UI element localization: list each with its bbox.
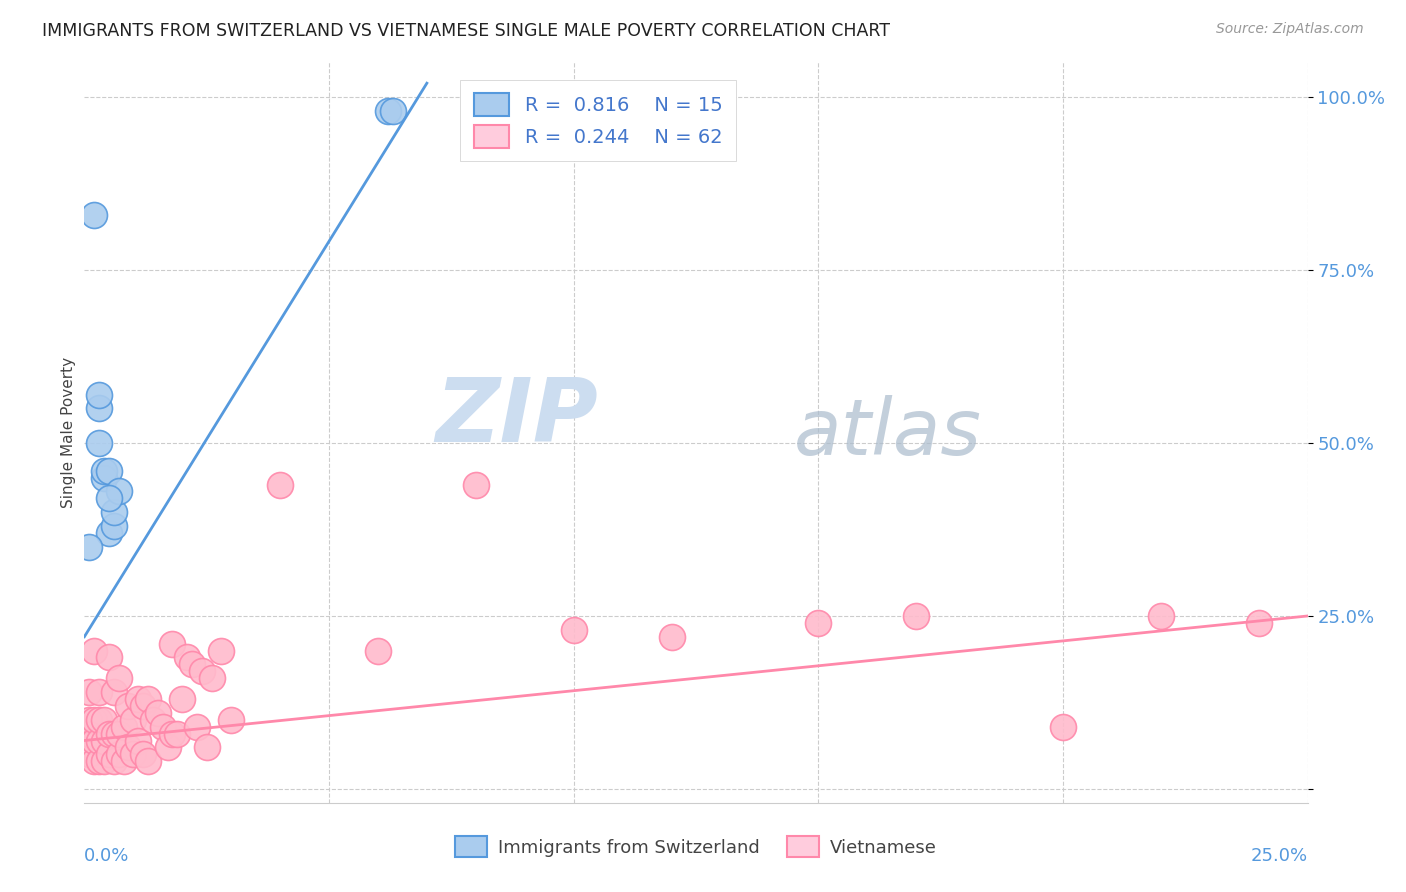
Point bbox=[103, 754, 125, 768]
Point bbox=[117, 740, 139, 755]
Point bbox=[103, 726, 125, 740]
Point bbox=[93, 733, 115, 747]
Text: 25.0%: 25.0% bbox=[1250, 847, 1308, 865]
Point bbox=[93, 754, 115, 768]
Point bbox=[219, 713, 242, 727]
Point bbox=[905, 609, 928, 624]
Point bbox=[122, 713, 145, 727]
Point bbox=[77, 685, 100, 699]
Legend: Immigrants from Switzerland, Vietnamese: Immigrants from Switzerland, Vietnamese bbox=[444, 825, 948, 868]
Point bbox=[146, 706, 169, 720]
Point bbox=[136, 692, 159, 706]
Text: Source: ZipAtlas.com: Source: ZipAtlas.com bbox=[1216, 22, 1364, 37]
Point bbox=[186, 720, 208, 734]
Point bbox=[83, 713, 105, 727]
Point bbox=[661, 630, 683, 644]
Point bbox=[103, 505, 125, 519]
Point bbox=[209, 643, 232, 657]
Point bbox=[122, 747, 145, 762]
Point bbox=[83, 733, 105, 747]
Point bbox=[87, 387, 110, 401]
Point bbox=[132, 698, 155, 713]
Point bbox=[136, 754, 159, 768]
Point bbox=[87, 436, 110, 450]
Point bbox=[117, 698, 139, 713]
Point bbox=[127, 733, 149, 747]
Point bbox=[93, 464, 115, 478]
Text: IMMIGRANTS FROM SWITZERLAND VS VIETNAMESE SINGLE MALE POVERTY CORRELATION CHART: IMMIGRANTS FROM SWITZERLAND VS VIETNAMES… bbox=[42, 22, 890, 40]
Point bbox=[162, 726, 184, 740]
Point bbox=[464, 477, 486, 491]
Point bbox=[195, 740, 218, 755]
Point bbox=[77, 726, 100, 740]
Point bbox=[172, 692, 194, 706]
Point bbox=[103, 519, 125, 533]
Point bbox=[97, 464, 120, 478]
Point bbox=[1247, 615, 1270, 630]
Point bbox=[132, 747, 155, 762]
Point bbox=[807, 615, 830, 630]
Point bbox=[176, 650, 198, 665]
Point bbox=[107, 747, 129, 762]
Point bbox=[367, 643, 389, 657]
Point bbox=[1052, 720, 1074, 734]
Point bbox=[127, 692, 149, 706]
Point bbox=[97, 650, 120, 665]
Point bbox=[93, 470, 115, 484]
Point bbox=[87, 401, 110, 416]
Point bbox=[156, 740, 179, 755]
Point bbox=[87, 713, 110, 727]
Y-axis label: Single Male Poverty: Single Male Poverty bbox=[60, 357, 76, 508]
Point bbox=[107, 726, 129, 740]
Point bbox=[77, 713, 100, 727]
Point bbox=[97, 525, 120, 540]
Point bbox=[77, 747, 100, 762]
Point bbox=[107, 484, 129, 499]
Point bbox=[83, 643, 105, 657]
Point bbox=[142, 713, 165, 727]
Point bbox=[107, 671, 129, 685]
Point bbox=[200, 671, 222, 685]
Point bbox=[381, 103, 404, 118]
Point bbox=[191, 665, 214, 679]
Point bbox=[87, 733, 110, 747]
Point bbox=[1150, 609, 1173, 624]
Point bbox=[97, 491, 120, 506]
Point bbox=[93, 713, 115, 727]
Point bbox=[87, 685, 110, 699]
Point bbox=[162, 637, 184, 651]
Point bbox=[269, 477, 291, 491]
Text: ZIP: ZIP bbox=[436, 375, 598, 461]
Point bbox=[103, 685, 125, 699]
Text: 0.0%: 0.0% bbox=[84, 847, 129, 865]
Point bbox=[83, 754, 105, 768]
Point bbox=[181, 657, 204, 672]
Point bbox=[87, 754, 110, 768]
Point bbox=[166, 726, 188, 740]
Point bbox=[377, 103, 399, 118]
Point bbox=[97, 726, 120, 740]
Point bbox=[562, 623, 585, 637]
Point bbox=[83, 208, 105, 222]
Point bbox=[152, 720, 174, 734]
Point bbox=[112, 720, 135, 734]
Point bbox=[77, 540, 100, 554]
Text: atlas: atlas bbox=[794, 394, 981, 471]
Point bbox=[112, 754, 135, 768]
Point bbox=[97, 747, 120, 762]
